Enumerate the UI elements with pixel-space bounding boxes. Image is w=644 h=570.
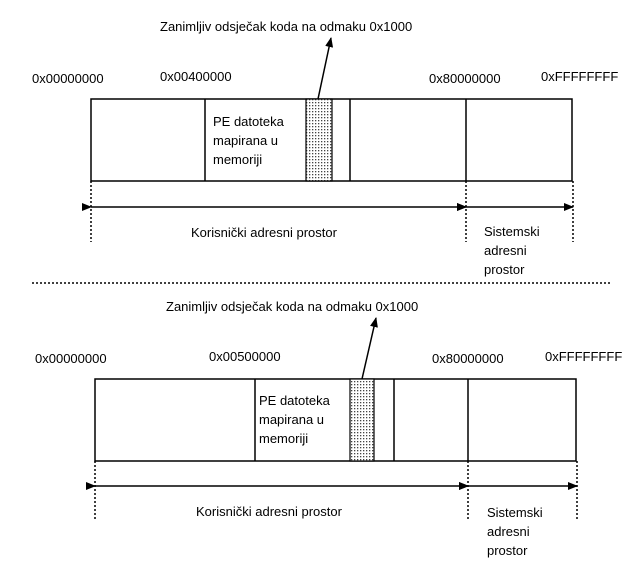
address-label-kernel-start: 0x80000000 bbox=[429, 71, 501, 86]
diagram-1 bbox=[82, 37, 574, 242]
address-label-end: 0xFFFFFFFF bbox=[545, 349, 623, 364]
user-space-label: Korisnički adresni prostor bbox=[191, 225, 337, 240]
address-label-end: 0xFFFFFFFF bbox=[541, 69, 619, 84]
address-label-pe-base: 0x00500000 bbox=[209, 349, 281, 364]
user-space-label: Korisnički adresni prostor bbox=[196, 504, 342, 519]
diagram-2 bbox=[86, 317, 578, 520]
address-space-box bbox=[94, 378, 577, 462]
code-section-hatched bbox=[305, 98, 333, 182]
address-label-start: 0x00000000 bbox=[35, 351, 107, 366]
pe-block-label: PE datoteka mapirana u memoriji bbox=[213, 114, 284, 167]
pe-block-label: PE datoteka mapirana u memoriji bbox=[259, 393, 330, 446]
annotation-arrow bbox=[317, 37, 334, 100]
address-label-kernel-start: 0x80000000 bbox=[432, 351, 504, 366]
annotation-arrow bbox=[361, 317, 378, 380]
system-space-label: Sistemski adresni prostor bbox=[484, 224, 540, 277]
annotation-label: Zanimljiv odsječak koda na odmaku 0x1000 bbox=[160, 19, 413, 34]
annotation-label: Zanimljiv odsječak koda na odmaku 0x1000 bbox=[166, 299, 419, 314]
system-space-label: Sistemski adresni prostor bbox=[487, 505, 543, 558]
address-label-pe-base: 0x00400000 bbox=[160, 69, 232, 84]
address-label-start: 0x00000000 bbox=[32, 71, 104, 86]
code-section-hatched bbox=[349, 378, 375, 462]
